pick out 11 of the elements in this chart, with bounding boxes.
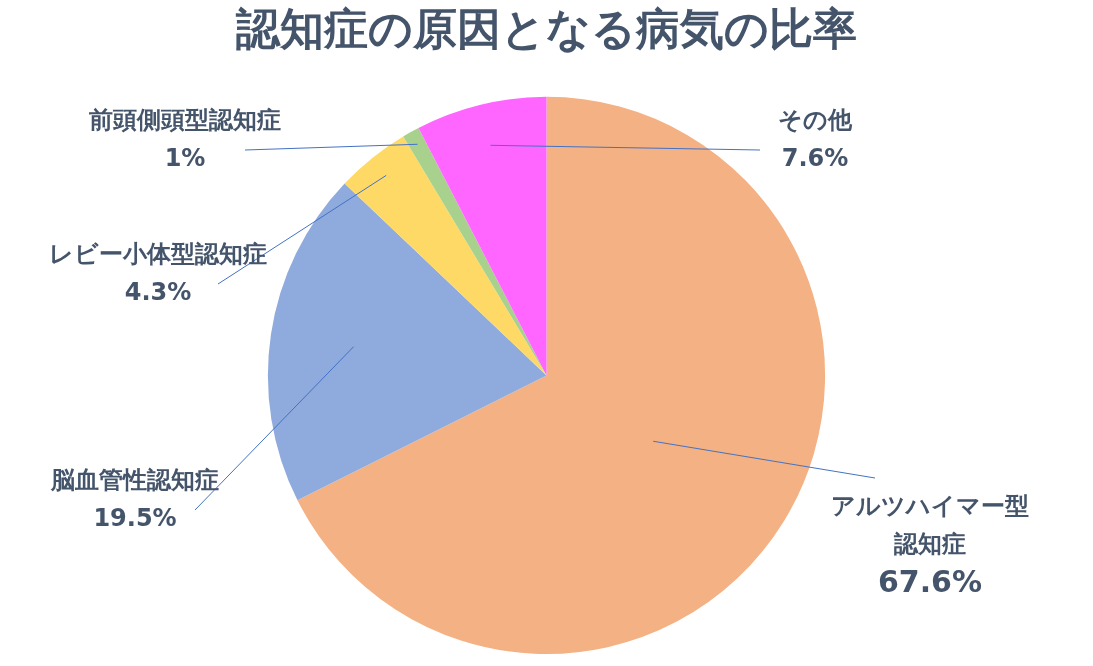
data-label: 7.6% [781, 144, 849, 173]
data-label: 19.5% [93, 504, 177, 533]
slice-label: その他 [778, 106, 853, 135]
slice-label: レビー小体型認知症 [49, 240, 267, 269]
slice-label: 前頭側頭型認知症 [88, 106, 281, 135]
slice-label: アルツハイマー型認知症 [831, 492, 1029, 559]
data-label: 1% [164, 144, 206, 173]
slice-label: 脳血管性認知症 [50, 466, 219, 495]
data-label: 4.3% [124, 278, 192, 307]
data-label: 67.6% [877, 563, 983, 599]
chart-title: 認知症の原因となる病気の比率 [235, 2, 857, 54]
